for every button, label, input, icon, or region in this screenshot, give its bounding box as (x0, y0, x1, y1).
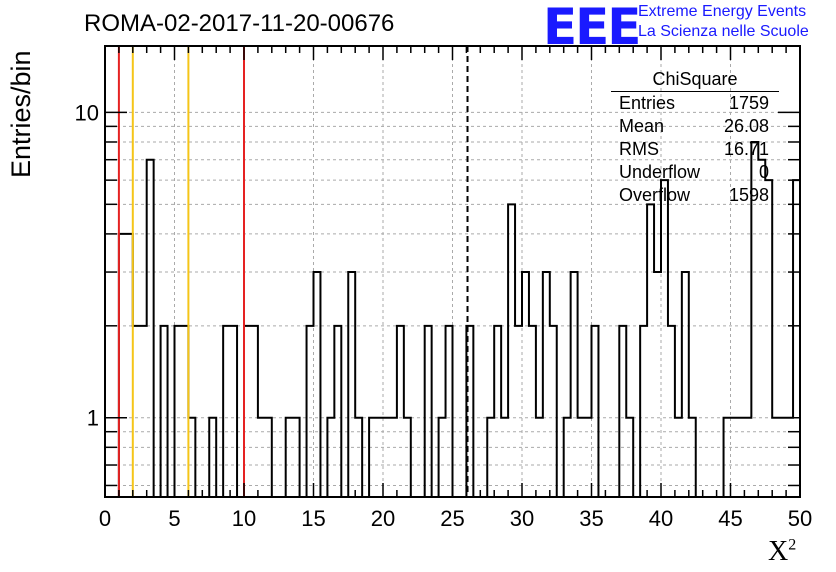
stats-value: 0 (758, 162, 769, 182)
stats-value: 1598 (728, 185, 769, 205)
histogram-bin (425, 326, 432, 497)
x-tick-label: 15 (301, 506, 325, 531)
logo-text-line1: Extreme Energy Events (638, 3, 807, 20)
stats-label: Underflow (619, 162, 701, 182)
stats-row-rms: RMS 16.71 (611, 138, 779, 161)
stats-label: Overflow (619, 185, 691, 205)
tick-labels-layer: 0 5 10 15 20 25 30 35 40 45 50 1 10 (75, 100, 813, 531)
x-tick-label: 45 (718, 506, 742, 531)
stats-box: ChiSquare Entries 1759 Mean 26.08 RMS 16… (611, 67, 779, 207)
histogram-bin (571, 272, 578, 497)
x-tick-label: 30 (510, 506, 534, 531)
x-axis-label-base: X (768, 536, 789, 567)
x-tick-label: 0 (99, 506, 111, 531)
x-axis-label-exponent: 2 (788, 536, 797, 554)
histogram-bin (550, 326, 557, 497)
chart-title: ROMA-02-2017-11-20-00676 (84, 10, 395, 37)
histogram-bin (446, 326, 453, 497)
histogram-bin (543, 272, 550, 497)
histogram-bin (494, 326, 501, 497)
histogram-bin (126, 234, 133, 497)
histogram-bin (251, 326, 258, 497)
histogram-bin (515, 326, 522, 497)
stats-value: 16.71 (723, 139, 769, 159)
histogram-bin (140, 326, 147, 497)
histogram-bin (661, 180, 668, 497)
logo-text-line2: La Scienza nelle Scuole (638, 23, 809, 40)
histogram-bin (668, 326, 675, 497)
histogram-bin (314, 272, 321, 497)
histogram-bin (654, 272, 661, 497)
histogram-bin (244, 326, 251, 497)
histogram-bin (682, 272, 689, 497)
stats-title: ChiSquare (611, 67, 779, 92)
histogram-bin (758, 160, 765, 497)
stats-row-overflow: Overflow 1598 (611, 184, 779, 207)
histogram-bin (133, 326, 140, 497)
histogram-bin (529, 326, 536, 497)
histogram-bin (223, 326, 230, 497)
histogram-bin (181, 326, 188, 497)
histogram-bin (647, 204, 654, 497)
stats-row-underflow: Underflow 0 (611, 161, 779, 184)
x-tick-label: 25 (440, 506, 464, 531)
stats-value: 26.08 (723, 116, 769, 136)
histogram-bin (147, 160, 154, 497)
x-tick-label: 35 (579, 506, 603, 531)
eee-logo: EEE (543, 0, 641, 56)
histogram-bin (175, 326, 182, 497)
y-axis-label: Entries/bin (6, 50, 36, 178)
histogram-bin (230, 326, 237, 497)
histogram-bin (348, 272, 355, 497)
stats-label: RMS (619, 139, 659, 159)
histogram-bin (397, 326, 404, 497)
stats-row-entries: Entries 1759 (611, 92, 779, 115)
ticks-layer (104, 46, 801, 497)
grid-layer (105, 46, 800, 497)
histogram-bin (765, 180, 772, 497)
x-tick-label: 10 (232, 506, 256, 531)
histogram-bin (307, 326, 314, 497)
histogram-bin (592, 326, 599, 497)
y-tick-label: 10 (75, 100, 99, 125)
x-tick-label: 5 (168, 506, 180, 531)
histogram-bin (119, 234, 126, 497)
histogram-bin (334, 326, 341, 497)
stats-row-mean: Mean 26.08 (611, 115, 779, 138)
histogram-bin (508, 204, 515, 497)
histogram-bin (522, 272, 529, 497)
vertical-lines-layer (117, 46, 469, 497)
histogram-bin (640, 326, 647, 497)
stats-label: Mean (619, 116, 665, 136)
x-tick-label: 40 (649, 506, 673, 531)
histogram-bin (793, 180, 800, 497)
stats-label: Entries (619, 93, 676, 113)
histogram-bin (161, 326, 168, 497)
x-tick-label: 20 (371, 506, 395, 531)
x-axis-label: X2 (768, 536, 796, 568)
stats-value: 1759 (728, 93, 769, 113)
y-tick-label: 1 (87, 406, 99, 431)
x-tick-label: 50 (788, 506, 812, 531)
histogram-bin (619, 326, 626, 497)
